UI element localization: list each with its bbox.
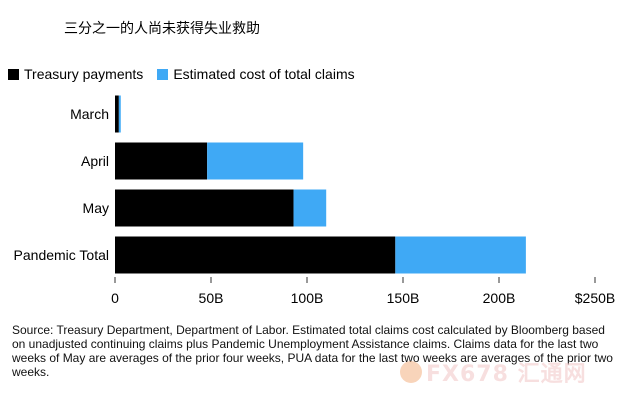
- bar-treasury: [115, 236, 396, 274]
- legend-item-claims: Estimated cost of total claims: [157, 66, 355, 82]
- x-tick-label: $250B: [575, 290, 615, 306]
- bar-claims: [293, 189, 327, 227]
- bar-treasury: [115, 95, 119, 133]
- legend-label-treasury: Treasury payments: [24, 66, 144, 82]
- legend-item-treasury: Treasury payments: [8, 66, 143, 82]
- bar-claims: [118, 95, 121, 133]
- bar-chart: March April May Pandemic Total 0 50B 100B 150B 2…: [14, 95, 615, 306]
- bar-treasury: [115, 142, 208, 180]
- bar-claims: [395, 236, 526, 274]
- watermark: FX678 汇通网: [400, 356, 587, 388]
- category-label: March: [70, 106, 109, 122]
- bar-claims: [207, 142, 304, 180]
- x-tick-label: 50B: [199, 290, 224, 306]
- legend-label-claims: Estimated cost of total claims: [173, 66, 355, 82]
- watermark-text: FX678 汇通网: [426, 362, 587, 387]
- source-note: Source: Treasury Department, Department …: [12, 323, 613, 379]
- legend: Treasury payments Estimated cost of tota…: [8, 66, 369, 82]
- watermark-logo-icon: [400, 361, 422, 383]
- x-tick-label: 100B: [291, 290, 324, 306]
- legend-swatch-treasury: [8, 68, 19, 80]
- chart-title: 三分之一的人尚未获得失业救助: [64, 21, 260, 37]
- bar-treasury: [115, 189, 294, 227]
- x-tick-label: 200B: [483, 290, 516, 306]
- legend-swatch-claims: [157, 68, 169, 80]
- category-label: April: [81, 153, 109, 169]
- category-label: May: [83, 200, 109, 216]
- category-label: Pandemic Total: [14, 247, 109, 263]
- x-tick-label: 0: [111, 290, 119, 306]
- x-tick-label: 150B: [387, 290, 420, 306]
